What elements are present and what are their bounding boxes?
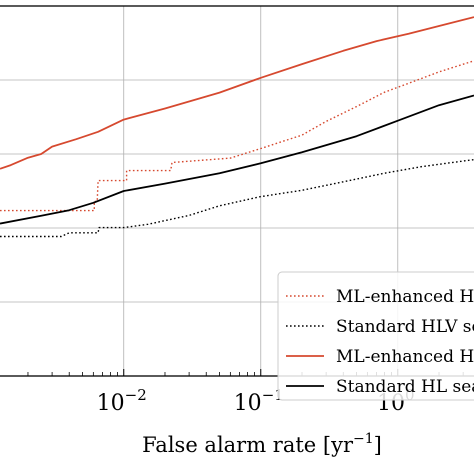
legend-box [277,271,474,401]
legend-label: Standard HLV search [336,317,474,337]
series-line [0,158,474,238]
x-ticks: 10−210−1100 [27,369,464,416]
series-layer [0,16,474,238]
x-axis-label-close: ] [374,433,382,457]
legend-label: ML-enhanced HLV [336,287,474,307]
plot-frame [0,5,474,377]
series-line [0,16,474,170]
legend-label: ML-enhanced HL [336,347,474,367]
series-line [0,94,474,225]
x-axis-label-main: False alarm rate [yr [142,433,354,457]
x-axis-label: False alarm rate [yr−1] [142,431,382,457]
x-tick-label: 10−1 [234,386,284,416]
x-axis-label-exponent: −1 [353,431,374,447]
x-tick-label: 10−2 [97,386,147,416]
legend-label: Standard HL search [336,377,474,397]
series-line [0,60,474,212]
legend: ML-enhanced HLV Standard HLV search ML-enh… [277,271,474,401]
